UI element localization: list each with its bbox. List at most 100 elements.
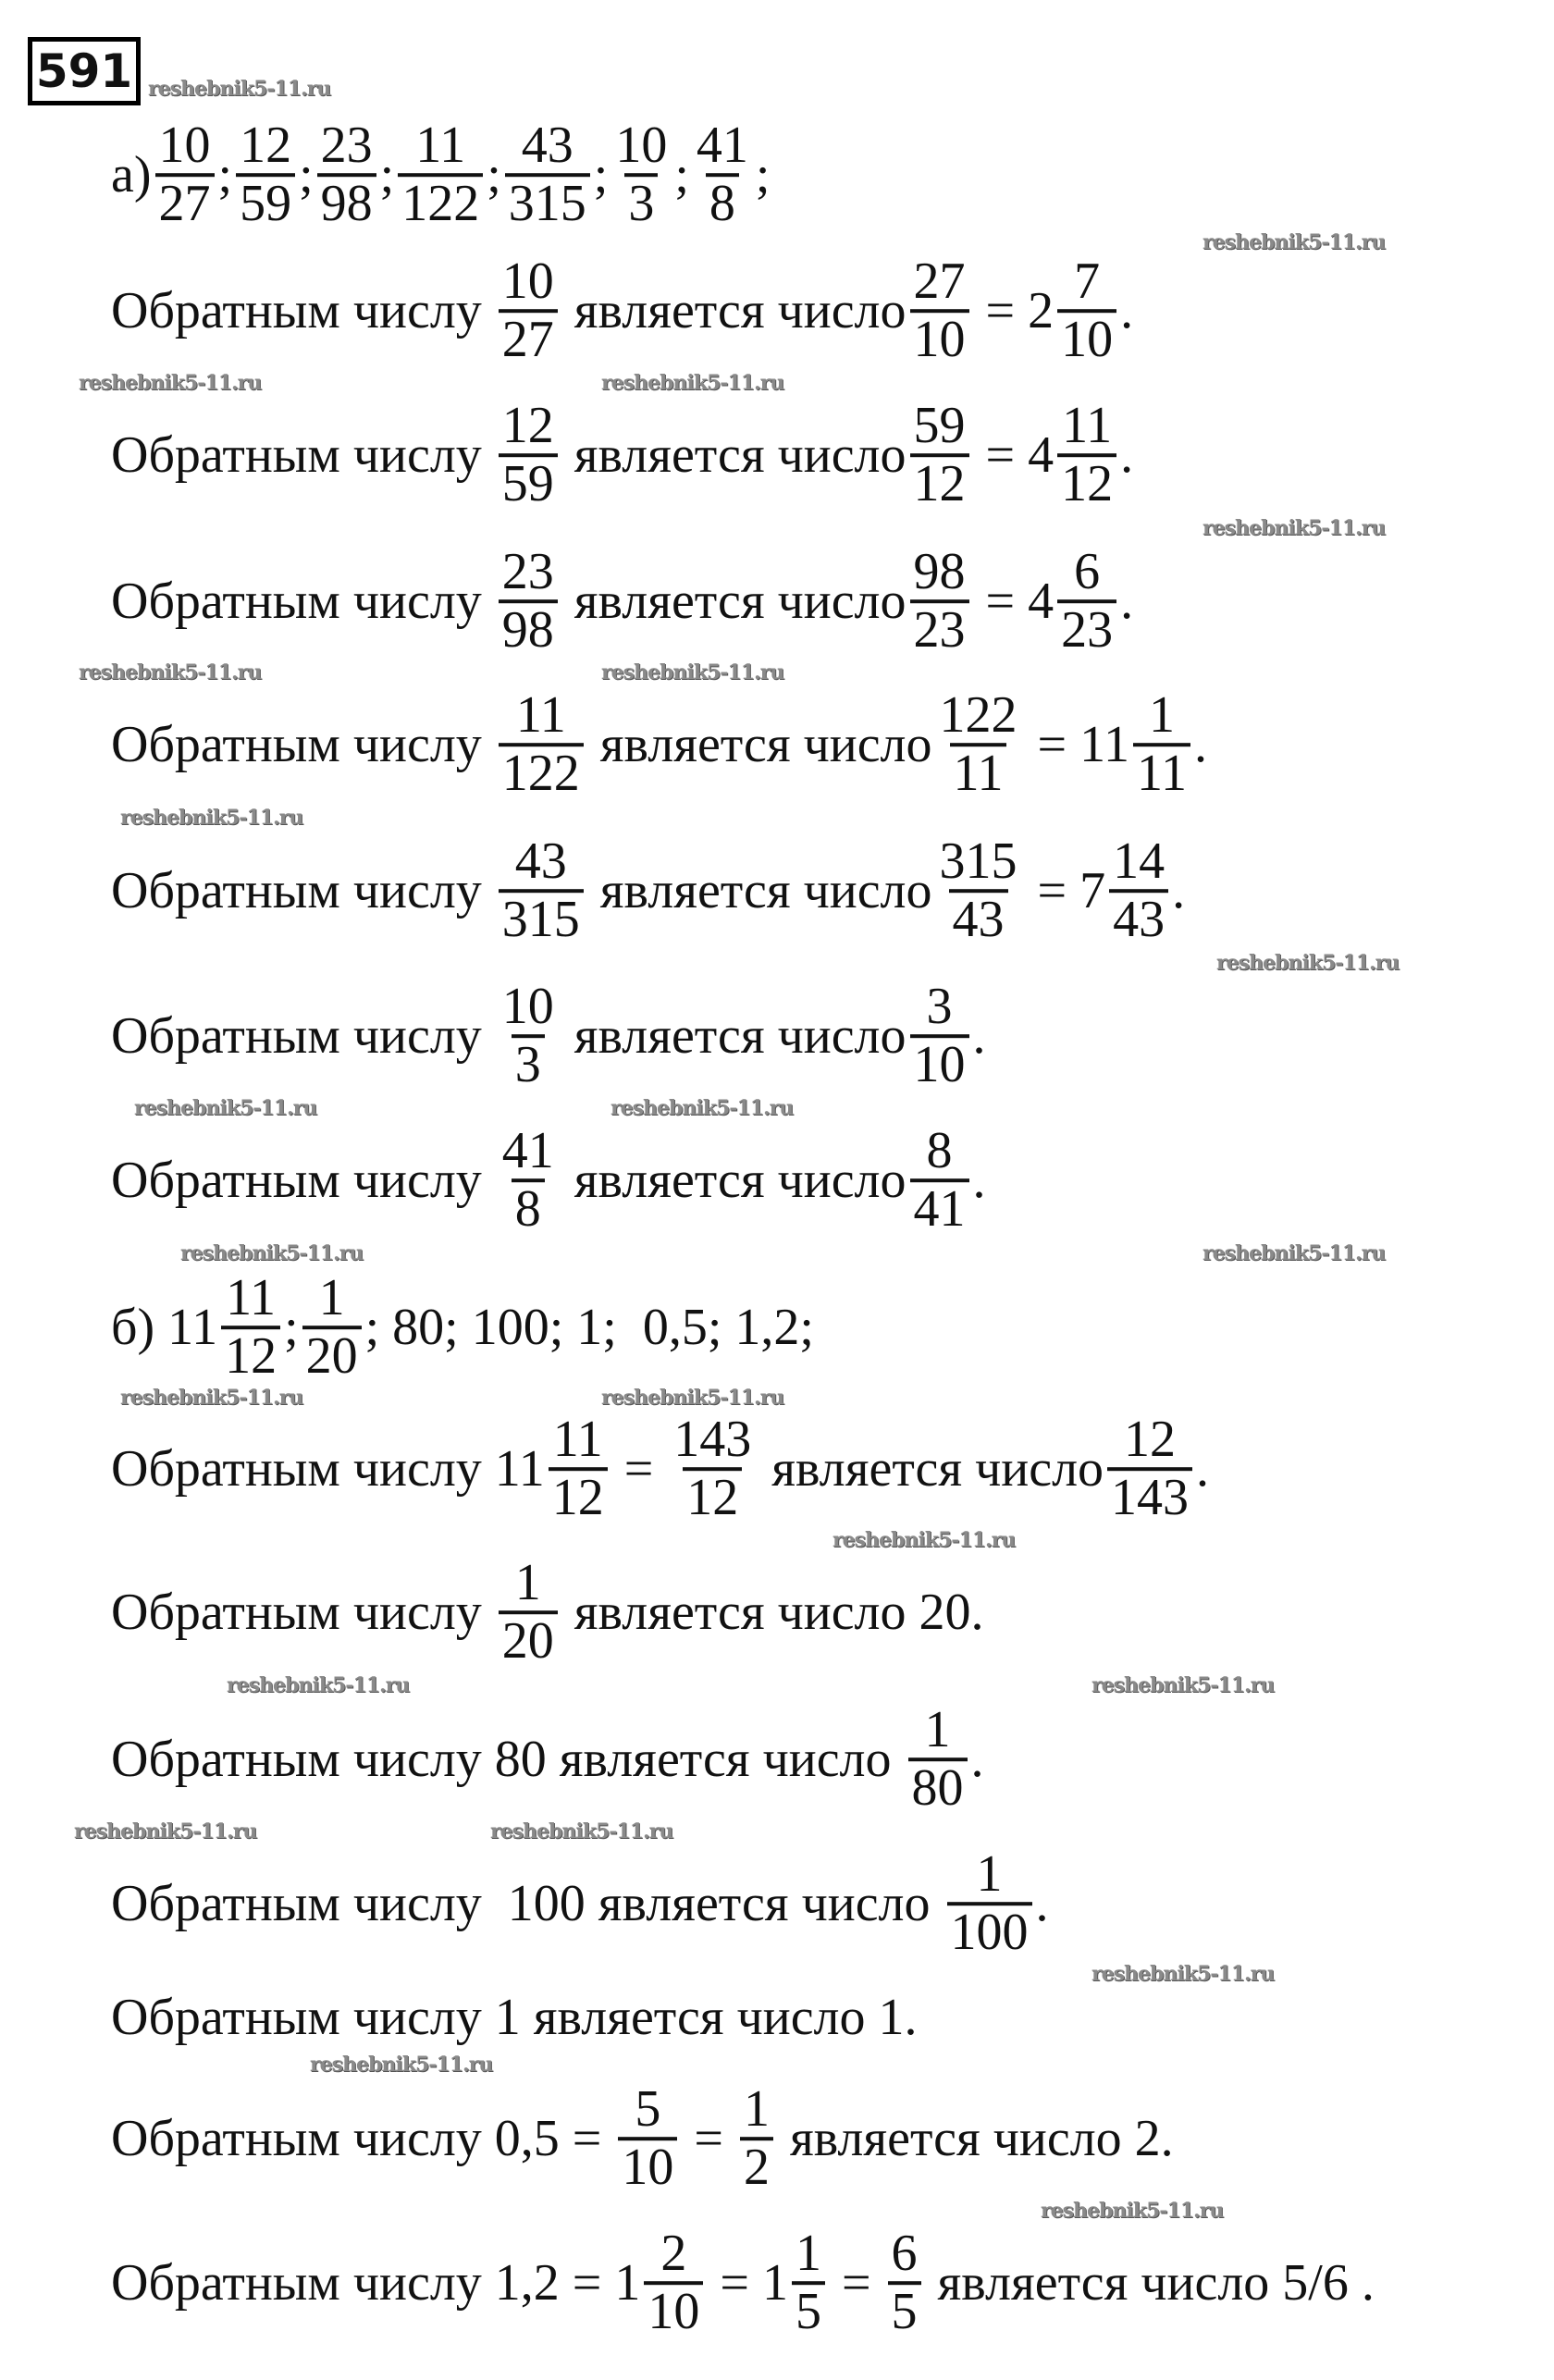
part-a-line: Обратным числу 23 98 является число 98 23 =… [111,545,1133,658]
numerator: 10 [501,253,554,311]
part-a-line: Обратным числу 10 3 является число 3 10. [111,980,986,1092]
numerator: 12 [1124,1411,1177,1469]
watermark: reshebnik5-11.ru [1216,951,1400,975]
watermark: reshebnik5-11.ru [601,660,784,684]
denominator: 8 [511,1178,545,1237]
watermark: reshebnik5-11.ru [120,806,303,830]
numerator: 11 [226,1269,277,1327]
fraction: 10 3 [611,118,671,231]
numerator: 1 [743,2080,770,2139]
numerator: 11 [415,117,466,175]
denominator: 98 [498,599,558,658]
fraction: 11 12 [1057,399,1117,512]
text-segment: является число 5/6 . [924,2254,1375,2312]
fraction: 10 3 [499,980,558,1092]
text-segment: является число [561,1152,906,1209]
denominator: 122 [398,173,484,231]
text-segment: = 2 [972,282,1054,339]
numerator: 1 [976,1845,1003,1904]
numerator: 2 [660,2225,687,2283]
numerator: 11 [552,1411,603,1469]
fraction: 1 100 [946,1845,1032,1960]
part-a-line: Обратным числу 41 8 является число 8 41. [111,1124,986,1237]
denominator: 12 [221,1326,281,1384]
denominator: 10 [644,2281,704,2339]
text-segment: . [1196,1440,1210,1498]
watermark: reshebnik5-11.ru [310,2053,493,2077]
numerator: 43 [514,832,567,891]
text-segment: а) [111,146,152,203]
text-segment: = 1 [707,2254,788,2312]
fraction: 14 43 [1109,834,1169,947]
watermark: reshebnik5-11.ru [1202,1241,1386,1265]
watermark: reshebnik5-11.ru [148,77,331,101]
numerator: 11 [515,686,566,745]
problem-number: 591 [28,37,141,105]
denominator: 27 [154,173,215,231]
numerator: 7 [1074,253,1101,311]
denominator: 80 [907,1757,968,1816]
denominator: 10 [618,2137,678,2195]
denominator: 41 [909,1178,969,1237]
numerator: 1 [924,1701,951,1759]
watermark: reshebnik5-11.ru [74,1819,257,1844]
watermark: reshebnik5-11.ru [601,371,784,395]
denominator: 11 [949,743,1007,801]
denominator: 59 [498,453,558,512]
watermark: reshebnik5-11.ru [79,371,262,395]
part-b-line: Обратным числу 100 является число 1 100. [111,1847,1049,1960]
text-segment: . [1035,1875,1049,1932]
text-segment: является число [586,716,932,773]
text-segment: является число 20. [561,1584,984,1641]
fraction: 12 59 [498,399,558,512]
text-segment: . [1120,282,1134,339]
text-segment: является число [561,282,906,339]
fraction: 43 315 [498,832,584,947]
denominator: 59 [236,173,296,231]
text-segment: Обратным числу 80 является число [111,1731,905,1788]
fraction: 8 41 [909,1124,969,1237]
text-segment: Обратным числу [111,1584,495,1641]
fraction: 11 12 [221,1269,281,1384]
numerator: 1 [795,2225,821,2283]
text-segment: Обратным числу 0,5 = [111,2110,615,2167]
numerator: 6 [891,2225,918,2283]
watermark: reshebnik5-11.ru [601,1386,784,1410]
part-b-line: Обратным числу 11 11 12 = 143 12 является ч… [111,1412,1209,1525]
part-a-line: Обратным числу 12 59 является число 59 12 =… [111,399,1133,512]
text-segment: является число 2. [776,2110,1174,2167]
watermark: reshebnik5-11.ru [1041,2199,1224,2223]
text-segment: является число [561,573,906,630]
numerator: 122 [939,686,1018,745]
fraction: 6 23 [1057,545,1117,658]
text-segment: . [1193,716,1207,773]
text-segment: = 7 [1024,862,1106,919]
fraction: 1 80 [907,1701,968,1816]
text-segment: ; [284,1299,299,1356]
text-segment: является число [586,862,932,919]
numerator: 43 [521,117,574,175]
fraction: 43 315 [504,117,590,231]
text-segment: = 11 [1024,716,1130,773]
text-segment: = [681,2110,736,2167]
numerator: 315 [939,832,1018,891]
watermark: reshebnik5-11.ru [79,660,262,684]
numerator: 41 [696,117,748,175]
denominator: 100 [946,1902,1032,1960]
numerator: 41 [501,1122,554,1180]
watermark: reshebnik5-11.ru [227,1673,410,1697]
text-segment: ; [674,146,689,203]
numerator: 5 [635,2080,661,2139]
fraction: 23 98 [498,545,558,658]
text-segment: Обратным числу [111,426,495,484]
text-segment: . [1120,573,1134,630]
watermark: reshebnik5-11.ru [832,1528,1016,1552]
fraction: 1 20 [302,1271,362,1384]
denominator: 2 [739,2137,773,2195]
denominator: 12 [909,453,969,512]
fraction: 315 43 [936,834,1021,947]
text-segment: ; [487,146,501,203]
text-segment: б) 11 [111,1299,218,1356]
